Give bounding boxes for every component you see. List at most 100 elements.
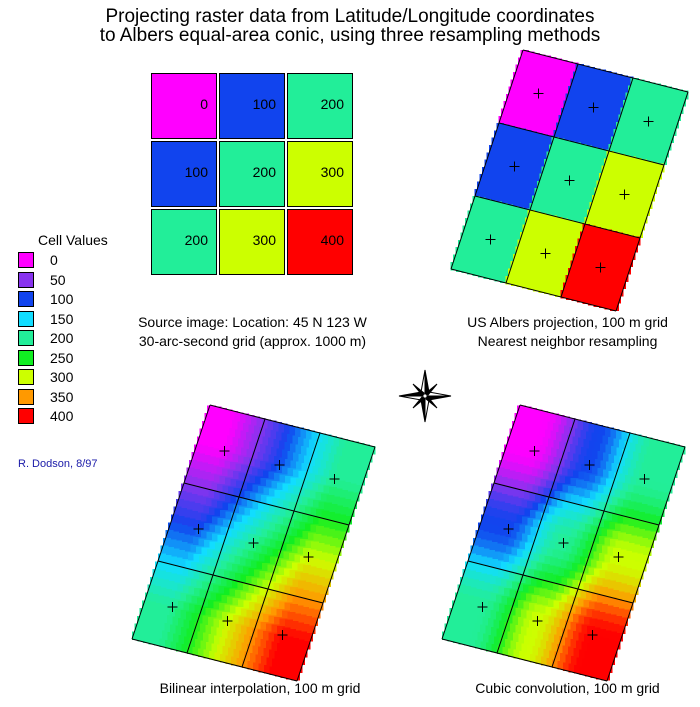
raster-pixel: [498, 115, 508, 125]
raster-pixel: [217, 551, 227, 561]
raster-pixel: [638, 88, 648, 97]
raster-pixel: [591, 123, 601, 133]
raster-pixel: [226, 579, 236, 589]
raster-pixel: [589, 635, 599, 644]
raster-pixel: [264, 572, 274, 581]
raster-pixel: [260, 478, 270, 487]
raster-pixel: [603, 213, 613, 223]
raster-pixel: [597, 594, 606, 604]
raster-pixel: [272, 565, 282, 575]
raster-pixel: [515, 464, 525, 473]
raster-pixel: [468, 242, 478, 252]
raster-pixel: [289, 570, 299, 579]
raster-pixel: [353, 467, 362, 477]
raster-pixel: [554, 651, 563, 661]
raster-pixel: [655, 147, 664, 157]
raster-pixel: [624, 584, 633, 594]
raster-pixel: [528, 242, 538, 251]
raster-pixel: [153, 637, 163, 646]
raster-pixel: [585, 106, 594, 115]
raster-pixel: [500, 147, 509, 157]
raster-pixel: [594, 187, 603, 197]
raster-pixel: [572, 436, 582, 445]
raster-pixel: [530, 274, 539, 283]
raster-pixel: [529, 76, 539, 85]
raster-pixel: [531, 417, 540, 426]
raster-pixel: [537, 630, 547, 640]
raster-pixel: [160, 562, 170, 572]
raster-pixel: [581, 208, 591, 217]
raster-pixel: [514, 175, 524, 184]
raster-pixel: [542, 471, 552, 480]
raster-pixel: [488, 200, 498, 209]
raster-pixel: [521, 626, 530, 635]
raster-pixel: [534, 443, 543, 453]
raster-pixel: [526, 67, 536, 77]
raster-pixel: [586, 66, 595, 76]
raster-pixel: [250, 560, 260, 569]
raster-pixel: [658, 101, 668, 110]
raster-pixel: [235, 446, 244, 455]
raster-pixel: [468, 587, 477, 597]
raster-pixel: [523, 635, 533, 645]
cubic-panel: [441, 404, 686, 682]
raster-pixel: [334, 505, 344, 515]
raster-pixel: [538, 157, 548, 167]
raster-pixel: [599, 426, 609, 435]
raster-pixel: [205, 607, 214, 617]
raster-pixel: [648, 185, 658, 195]
raster-pixel: [571, 546, 581, 555]
raster-pixel: [266, 513, 276, 523]
raster-pixel: [522, 169, 532, 178]
raster-pixel: [506, 597, 516, 606]
raster-pixel: [331, 479, 341, 488]
raster-pixel: [603, 142, 612, 151]
raster-pixel: [323, 502, 333, 512]
raster-pixel: [471, 251, 481, 260]
raster-pixel: [172, 616, 182, 626]
raster-pixel: [338, 531, 347, 541]
raster-pixel: [298, 470, 308, 480]
raster-pixel: [494, 509, 503, 519]
raster-pixel: [187, 552, 197, 562]
raster-pixel: [511, 547, 521, 557]
raster-pixel: [628, 518, 638, 527]
raster-pixel: [578, 598, 587, 608]
raster-pixel: [559, 653, 569, 662]
raster-pixel: [560, 218, 569, 228]
raster-pixel: [254, 442, 263, 452]
raster-pixel: [550, 65, 560, 75]
raster-pixel: [300, 589, 310, 599]
raster-pixel: [577, 293, 586, 303]
raster-pixel: [567, 125, 576, 134]
raster-pixel: [490, 248, 500, 257]
raster-pixel: [576, 96, 586, 105]
raster-pixel: [603, 630, 612, 639]
raster-pixel: [274, 507, 284, 516]
raster-pixel: [583, 439, 593, 448]
raster-pixel: [566, 578, 576, 588]
raster-pixel: [223, 536, 232, 545]
raster-pixel: [238, 472, 248, 482]
raster-pixel: [288, 645, 297, 655]
raster-pixel: [569, 117, 579, 127]
raster-pixel: [481, 222, 491, 231]
raster-pixel: [179, 542, 189, 551]
raster-pixel: [525, 415, 535, 425]
raster-pixel: [507, 197, 517, 206]
raster-pixel: [495, 577, 505, 587]
raster-pixel: [595, 475, 604, 485]
raster-pixel: [609, 231, 619, 240]
raster-pixel: [485, 498, 495, 508]
raster-pixel: [261, 529, 270, 538]
raster-pixel: [272, 531, 281, 541]
raster-pixel: [499, 493, 509, 503]
raster-pixel: [561, 250, 571, 260]
raster-pixel: [503, 172, 513, 182]
raster-pixel: [602, 71, 612, 80]
raster-pixel: [624, 203, 634, 212]
raster-pixel: [232, 454, 242, 463]
raster-pixel: [599, 570, 609, 579]
raster-pixel: [538, 503, 547, 513]
raster-pixel: [290, 655, 300, 664]
